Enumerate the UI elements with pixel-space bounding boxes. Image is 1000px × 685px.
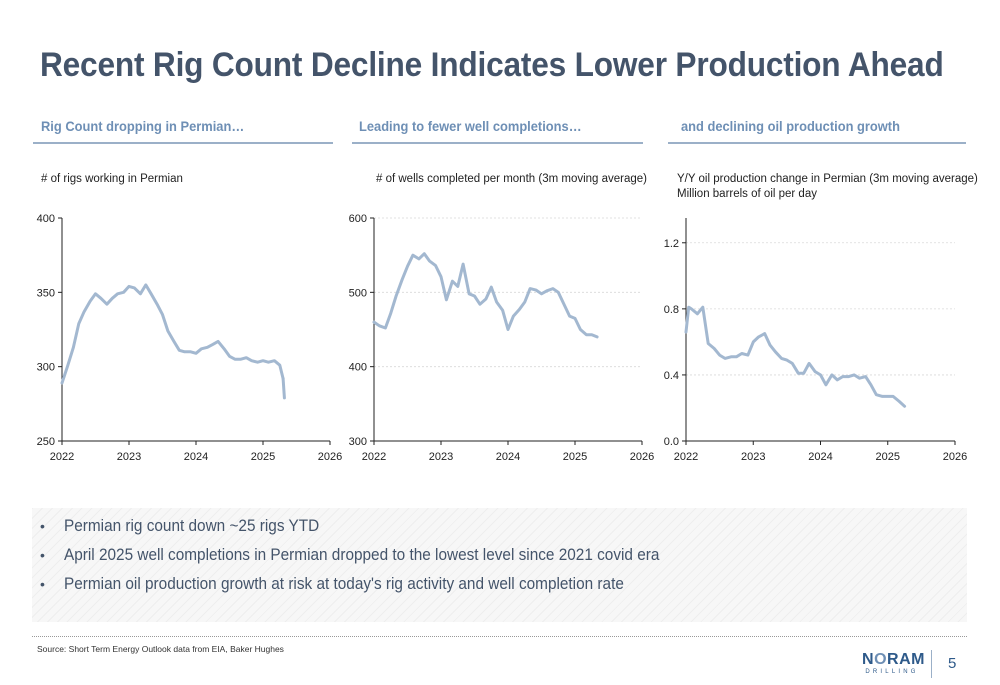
y-tick-label: 0.4: [664, 370, 679, 382]
x-tick-label: 2024: [184, 451, 208, 463]
series-line: [684, 305, 907, 408]
x-tick-label: 2024: [496, 451, 520, 463]
y-tick-label: 500: [349, 287, 367, 299]
logo-letters-ram: RAM: [887, 651, 925, 668]
logo-wordmark: NORAM: [862, 651, 925, 668]
y-tick-label: 300: [37, 362, 55, 374]
bullet-text: Permian rig count down ~25 rigs YTD: [64, 517, 320, 535]
logo-divider: [931, 650, 932, 678]
source-note: Source: Short Term Energy Outlook data f…: [37, 644, 284, 654]
panel-header-well-completions-label: Leading to fewer well completions…: [359, 118, 582, 134]
bullet-list: Permian rig count down ~25 rigs YTD Apri…: [32, 508, 967, 599]
y-tick-label: 0.8: [664, 304, 679, 316]
y-tick-label: 300: [349, 436, 367, 448]
x-tick-label: 2024: [808, 451, 832, 463]
footer-divider: [32, 636, 967, 637]
key-takeaways-box: Permian rig count down ~25 rigs YTD Apri…: [32, 508, 967, 622]
panel-header-oil-production-label: and declining oil production growth: [681, 118, 900, 134]
chart3-subtitle-line2: Million barrels of oil per day: [677, 188, 817, 200]
x-tick-label: 2023: [117, 451, 141, 463]
oil-production-chart: 0.0 0.4 0.8 1.2 2022 2023 2024 2025 2026: [664, 218, 967, 463]
panel-header-well-completions: Leading to fewer well completions…: [352, 118, 643, 144]
chart1-subtitle: # of rigs working in Permian: [41, 173, 183, 185]
y-tick-label: 1.2: [664, 238, 679, 250]
x-tick-label: 2022: [674, 451, 698, 463]
rig-count-chart: 250 300 350 400 2022 2023 2024 2025 2026: [37, 213, 343, 463]
y-tick-label: 0.0: [664, 436, 679, 448]
panel-header-oil-production: and declining oil production growth: [668, 118, 966, 144]
page-number: 5: [948, 655, 957, 672]
y-tick-label: 400: [37, 213, 55, 225]
x-tick-label: 2022: [50, 451, 74, 463]
logo-letter-n: N: [862, 651, 875, 668]
panel-header-rig-count: Rig Count dropping in Permian…: [33, 118, 333, 144]
logo-letter-o: O: [874, 651, 888, 668]
x-tick-label: 2026: [943, 451, 967, 463]
bullet-text: Permian oil production growth at risk at…: [64, 575, 624, 593]
x-tick-label: 2023: [429, 451, 453, 463]
series-line: [60, 283, 285, 385]
x-tick-label: 2022: [362, 451, 386, 463]
x-tick-label: 2025: [563, 451, 587, 463]
well-completions-chart: 300 400 500 600 2022 2023 2024 2025 2026: [349, 213, 655, 463]
y-tick-label: 350: [37, 287, 55, 299]
series-line: [281, 377, 286, 400]
bullet-item: April 2025 well completions in Permian d…: [40, 541, 967, 570]
bullet-item: Permian rig count down ~25 rigs YTD: [40, 512, 967, 541]
y-tick-label: 600: [349, 213, 367, 225]
x-tick-label: 2025: [251, 451, 275, 463]
bullet-item: Permian oil production growth at risk at…: [40, 570, 967, 599]
logo-subtext: DRILLING: [865, 669, 919, 675]
bullet-text: April 2025 well completions in Permian d…: [64, 546, 660, 564]
chart3-subtitle-line1: Y/Y oil production change in Permian (3m…: [677, 173, 978, 185]
x-tick-label: 2025: [876, 451, 900, 463]
company-logo: NORAM DRILLING: [862, 651, 925, 677]
series-line: [372, 252, 599, 339]
x-tick-label: 2026: [630, 451, 654, 463]
x-tick-label: 2023: [741, 451, 765, 463]
y-tick-label: 400: [349, 362, 367, 374]
panel-header-rig-count-label: Rig Count dropping in Permian…: [41, 118, 245, 134]
slide-title: Recent Rig Count Decline Indicates Lower…: [40, 46, 944, 84]
chart2-subtitle: # of wells completed per month (3m movin…: [376, 173, 648, 185]
y-tick-label: 250: [37, 436, 55, 448]
x-tick-label: 2026: [318, 451, 342, 463]
